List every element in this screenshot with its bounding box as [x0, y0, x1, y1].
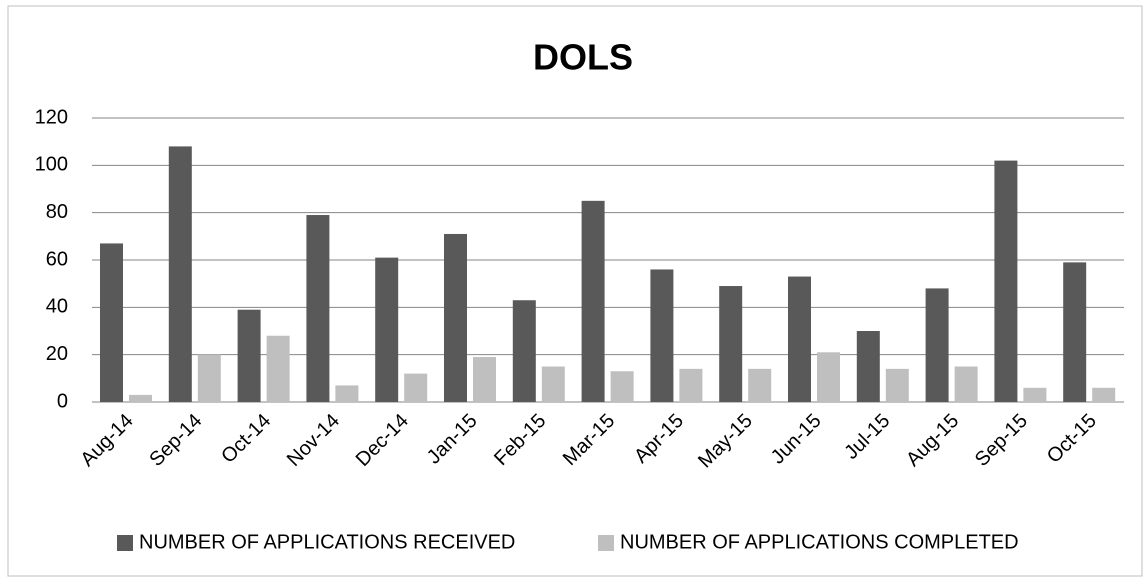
- bar: [817, 352, 840, 402]
- bar: [197, 354, 221, 402]
- bar: [650, 269, 674, 402]
- legend-label: NUMBER OF APPLICATIONS COMPLETED: [620, 531, 1019, 553]
- bar: [266, 335, 290, 402]
- legend-swatch: [117, 535, 133, 551]
- bar: [512, 300, 536, 402]
- bar: [679, 368, 703, 402]
- bar: [129, 394, 152, 402]
- y-tick-label: 40: [46, 296, 68, 318]
- y-tick-label: 0: [57, 390, 68, 412]
- y-tick-label: 80: [46, 201, 68, 223]
- bar: [473, 357, 496, 402]
- bar: [375, 257, 399, 402]
- y-tick-label: 100: [35, 154, 68, 176]
- y-tick-label: 120: [35, 106, 68, 128]
- bar: [994, 160, 1018, 402]
- bar: [168, 146, 192, 402]
- chart-border: [7, 5, 1143, 577]
- bar: [306, 215, 330, 402]
- bar: [748, 368, 772, 402]
- chart-title: DOLS: [533, 37, 633, 78]
- bar: [719, 286, 743, 402]
- bar: [335, 385, 359, 402]
- y-tick-label: 20: [46, 343, 68, 365]
- legend-swatch: [598, 535, 614, 551]
- bar: [1023, 387, 1047, 402]
- bar: [954, 366, 978, 402]
- bar: [885, 368, 909, 402]
- bar: [541, 366, 565, 402]
- bar: [788, 276, 811, 402]
- bar: [856, 331, 880, 402]
- bar: [925, 288, 949, 402]
- bar: [610, 371, 634, 402]
- y-tick-label: 60: [46, 248, 68, 270]
- bar: [404, 373, 428, 402]
- bar: [1092, 387, 1116, 402]
- bar: [100, 243, 123, 402]
- bar: [581, 200, 605, 402]
- bar: [444, 233, 467, 402]
- legend-label: NUMBER OF APPLICATIONS RECEIVED: [139, 531, 515, 553]
- bar: [1063, 262, 1087, 402]
- bar: [237, 309, 261, 402]
